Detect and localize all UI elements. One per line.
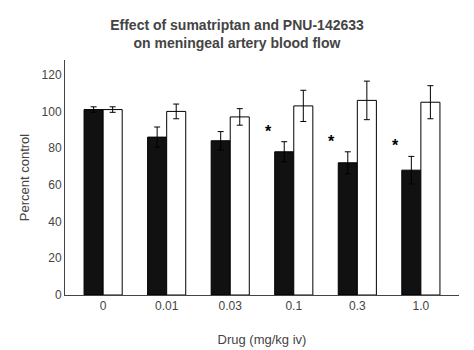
svg-text:*: * — [392, 137, 399, 154]
svg-text:*: * — [328, 133, 335, 150]
svg-text:20: 20 — [48, 251, 62, 265]
svg-text:0: 0 — [55, 288, 62, 302]
svg-text:0: 0 — [100, 299, 107, 313]
svg-text:1.0: 1.0 — [413, 299, 430, 313]
svg-text:0.03: 0.03 — [219, 299, 243, 313]
svg-text:80: 80 — [48, 141, 62, 155]
svg-text:100: 100 — [42, 105, 62, 119]
svg-text:0.3: 0.3 — [349, 299, 366, 313]
svg-text:0.01: 0.01 — [155, 299, 179, 313]
svg-text:120: 120 — [42, 68, 62, 82]
svg-text:Effect of sumatriptan and PNU-: Effect of sumatriptan and PNU-142633on m… — [110, 17, 364, 51]
svg-text:Percent control: Percent control — [17, 134, 32, 222]
svg-text:Drug (mg/kg iv): Drug (mg/kg iv) — [218, 332, 307, 347]
svg-text:*: * — [265, 123, 272, 140]
svg-text:60: 60 — [48, 178, 62, 192]
svg-text:0.1: 0.1 — [285, 299, 302, 313]
svg-text:40: 40 — [48, 215, 62, 229]
